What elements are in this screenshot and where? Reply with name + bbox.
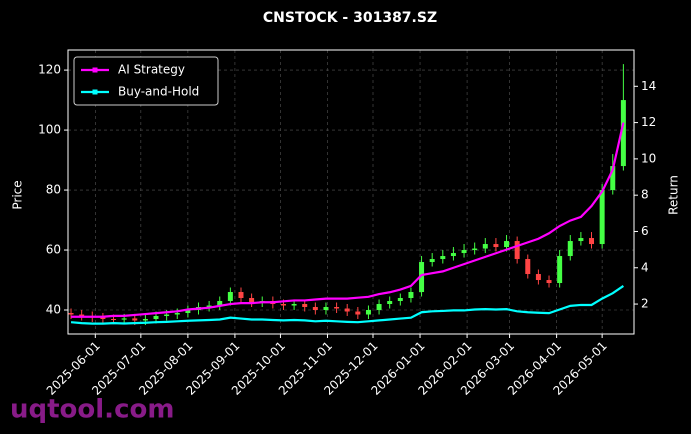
legend-marker (92, 67, 98, 73)
candle-body (121, 318, 127, 320)
candle-body (344, 308, 350, 312)
candle-body (142, 319, 148, 321)
candle-body (610, 166, 616, 191)
legend-marker (92, 89, 98, 95)
candle-body (450, 253, 456, 257)
y-axis-label: Price (11, 180, 25, 209)
legend-label: AI Strategy (118, 63, 185, 77)
candle-body (599, 190, 605, 245)
candle-body (302, 304, 308, 308)
candle-body (185, 310, 191, 314)
y-tick-label: 60 (46, 243, 61, 257)
candle-body (291, 304, 297, 306)
y2-tick-label: 8 (641, 188, 649, 202)
legend-label: Buy-and-Hold (118, 85, 199, 99)
candle-body (567, 241, 573, 257)
candle-body (472, 248, 478, 251)
candle-body (589, 238, 595, 245)
candle-body (312, 307, 318, 311)
plot-frame (67, 49, 635, 335)
candle-body (238, 292, 244, 299)
candle-body (546, 280, 552, 284)
candle-body (355, 311, 361, 315)
candle-body (100, 317, 106, 320)
candle-body (153, 316, 159, 320)
legend: AI Strategy Buy-and-Hold (73, 56, 219, 106)
plot-area (68, 50, 634, 334)
candle-body (249, 298, 255, 303)
candle-body (493, 244, 499, 248)
return-line (70, 285, 624, 325)
y2-tick-label: 10 (641, 151, 656, 165)
candle-body (535, 274, 541, 281)
return-line (71, 122, 625, 318)
y-tick-label: 120 (38, 63, 61, 77)
chart-title: CNSTOCK - 301387.SZ (263, 10, 437, 26)
candle-body (206, 305, 212, 308)
candle-body (365, 310, 371, 315)
candle-body (440, 256, 446, 260)
candle-body (514, 241, 520, 260)
candle-body (397, 298, 403, 302)
candle-body (164, 314, 170, 317)
y2-tick-label: 2 (641, 297, 649, 311)
candle-body (376, 304, 382, 311)
candle-body (280, 304, 286, 306)
candle-body (68, 313, 74, 315)
candle-body (217, 301, 223, 306)
candle-body (227, 292, 233, 302)
candle-body (334, 307, 340, 309)
candle-body (387, 301, 393, 305)
candle-body (504, 241, 510, 248)
candle-body (174, 313, 180, 315)
candle-body (557, 256, 563, 284)
candle-body (408, 292, 414, 299)
y-tick-label: 40 (46, 303, 61, 317)
y-tick-label: 80 (46, 183, 61, 197)
y-tick-label: 100 (38, 123, 61, 137)
candle-body (323, 307, 329, 311)
candle-body (525, 259, 531, 275)
candle-body (482, 244, 488, 249)
candle-body (461, 250, 467, 254)
y2-tick-label: 14 (641, 79, 656, 93)
candle-body (429, 259, 435, 263)
y2-tick-label: 12 (641, 115, 656, 129)
candle-body (132, 318, 138, 321)
y2-axis-label: Return (667, 175, 681, 215)
y2-tick-label: 4 (641, 260, 649, 274)
candle-body (620, 100, 626, 167)
candle-body (111, 319, 117, 321)
watermark: uqtool.com (10, 395, 174, 425)
candle-body (79, 314, 85, 317)
legend-box (73, 56, 219, 106)
y2-tick-label: 6 (641, 224, 649, 238)
candle-body (578, 238, 584, 242)
candle-body (419, 262, 425, 293)
